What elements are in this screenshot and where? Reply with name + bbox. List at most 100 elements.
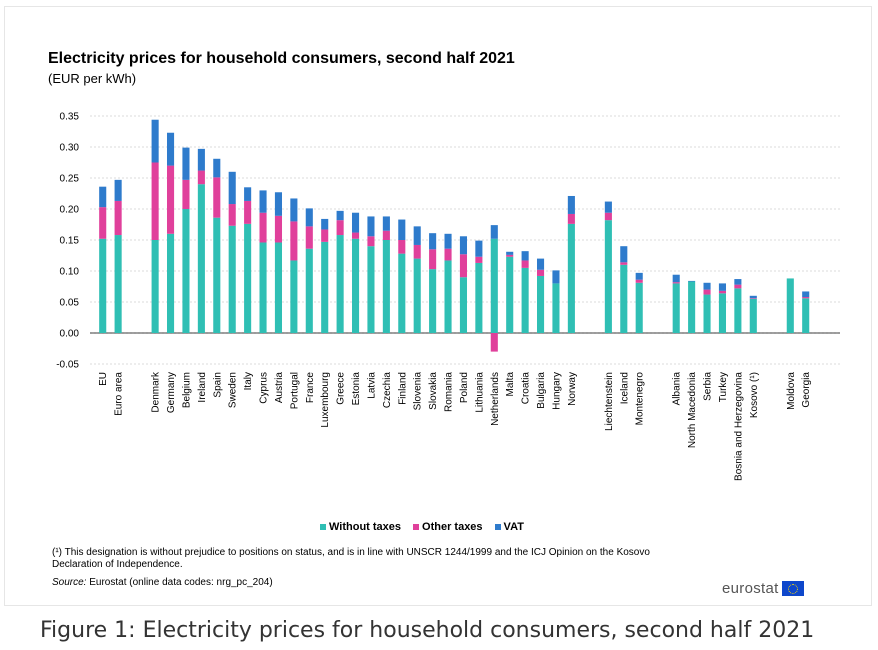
bar-segment-other-taxes xyxy=(604,212,612,221)
bar-segment-vat xyxy=(244,187,252,201)
x-tick-label: Belgium xyxy=(181,372,192,408)
bar-segment-vat xyxy=(490,225,498,239)
x-tick-label: Bulgaria xyxy=(536,372,547,409)
brand-text: eurostat xyxy=(722,580,779,597)
bar-segment-vat xyxy=(429,233,437,250)
bar-segment-without-taxes xyxy=(114,235,122,333)
x-tick-label: Liechtenstein xyxy=(604,372,615,431)
legend-item-without-taxes: Without taxes xyxy=(320,521,401,533)
bar-segment-other-taxes xyxy=(444,248,452,261)
bar-segment-without-taxes xyxy=(274,242,283,333)
x-tick-label: Montenegro xyxy=(635,372,646,426)
y-tick-label: -0.05 xyxy=(56,360,79,371)
bar-segment-without-taxes xyxy=(182,209,190,333)
bar-segment-other-taxes xyxy=(274,215,283,243)
x-tick-label: Bosnia and Herzegovina xyxy=(733,372,744,481)
bar-segment-other-taxes xyxy=(620,262,628,265)
x-tick-label: Latvia xyxy=(366,372,377,399)
bar-segment-vat xyxy=(620,246,628,263)
bar-segment-without-taxes xyxy=(367,246,375,333)
bar-segment-vat xyxy=(802,291,810,298)
bar-segment-without-taxes xyxy=(336,235,344,333)
bar-segment-without-taxes xyxy=(490,238,498,333)
bar-segment-without-taxes xyxy=(620,264,628,333)
bar-segment-without-taxes xyxy=(521,267,529,333)
bar-segment-vat xyxy=(213,158,221,178)
bar-segment-without-taxes xyxy=(718,293,727,333)
x-tick-label: Kosovo (¹) xyxy=(749,372,760,418)
bar-segment-vat xyxy=(749,295,757,299)
source-note: Source: Eurostat (online data codes: nrg… xyxy=(52,577,273,588)
bar-segment-vat xyxy=(475,240,483,257)
bar-segment-without-taxes xyxy=(213,217,221,333)
bar-segment-vat xyxy=(718,283,727,291)
footnote: (¹) This designation is without prejudic… xyxy=(52,547,650,570)
x-tick-label: Romania xyxy=(444,372,455,412)
bar-segment-without-taxes xyxy=(552,283,560,333)
bar-segment-other-taxes xyxy=(703,289,711,295)
source-text: Eurostat (online data codes: nrg_pc_204) xyxy=(86,577,273,588)
bar-segment-other-taxes xyxy=(367,236,375,247)
bar-segment-vat xyxy=(114,179,122,201)
bar-segment-without-taxes xyxy=(444,260,452,333)
bar-segment-without-taxes xyxy=(734,288,742,333)
legend-swatch-without-taxes xyxy=(320,524,326,530)
y-tick-label: 0.15 xyxy=(60,236,80,247)
bar-segment-other-taxes xyxy=(99,207,107,239)
bar-segment-vat xyxy=(536,258,545,270)
bar-segment-other-taxes xyxy=(567,213,575,224)
bar-segment-without-taxes xyxy=(459,277,468,333)
x-tick-label: Malta xyxy=(505,372,516,397)
bar-segment-other-taxes xyxy=(672,282,680,284)
bar-segment-vat xyxy=(151,119,159,163)
bar-segment-vat xyxy=(166,132,175,166)
bar-segment-without-taxes xyxy=(703,294,711,333)
bar-segment-without-taxes xyxy=(99,238,107,333)
bar-segment-vat xyxy=(351,212,360,233)
bar-segment-other-taxes xyxy=(506,254,514,257)
x-tick-label: Cyprus xyxy=(259,372,270,404)
bar-segment-vat xyxy=(688,280,696,282)
y-tick-label: 0.25 xyxy=(60,174,80,185)
bar-segment-vat xyxy=(99,186,107,208)
bar-segment-without-taxes xyxy=(166,233,175,333)
x-tick-label: North Macedonia xyxy=(687,372,698,449)
y-tick-label: 0.00 xyxy=(60,329,80,340)
x-tick-label: Denmark xyxy=(151,371,162,413)
x-tick-label: Turkey xyxy=(718,372,729,402)
bar-segment-without-taxes xyxy=(604,220,612,333)
bar-segment-without-taxes xyxy=(429,269,437,333)
chart-title: Electricity prices for household consume… xyxy=(48,50,515,67)
bar-segment-other-taxes xyxy=(802,297,810,299)
x-tick-label: Moldova xyxy=(786,372,797,410)
bar-segment-without-taxes xyxy=(382,240,390,333)
bar-segment-other-taxes xyxy=(321,229,329,242)
legend-swatch-vat xyxy=(494,524,501,530)
x-tick-label: Georgia xyxy=(801,372,812,408)
x-tick-label: Greece xyxy=(336,372,347,405)
bar-segment-vat xyxy=(367,216,375,237)
bar-segment-without-taxes xyxy=(305,248,313,333)
bar-segment-other-taxes xyxy=(536,269,545,276)
bar-segment-other-taxes xyxy=(244,200,252,224)
bar-segment-vat xyxy=(274,192,283,216)
bar-segment-without-taxes xyxy=(688,281,696,333)
bar-segment-vat xyxy=(672,274,680,283)
bar-segment-other-taxes xyxy=(749,298,757,299)
bar-segment-vat xyxy=(197,148,205,171)
bar-segment-without-taxes xyxy=(635,282,643,333)
bar-segment-other-taxes xyxy=(718,290,727,294)
bar-segment-without-taxes xyxy=(786,278,794,333)
bar-segment-without-taxes xyxy=(749,298,757,333)
x-tick-label: Luxembourg xyxy=(320,372,331,428)
bar-segment-other-taxes xyxy=(182,179,190,209)
bar-segment-other-taxes xyxy=(490,333,498,352)
x-tick-label: Poland xyxy=(459,372,470,403)
bar-segment-without-taxes xyxy=(151,240,159,333)
bar-segment-other-taxes xyxy=(151,162,159,240)
bar-segment-vat xyxy=(398,219,406,240)
x-tick-label: Portugal xyxy=(289,372,300,409)
bar-segment-vat xyxy=(635,272,643,280)
x-tick-label: Slovenia xyxy=(413,372,424,411)
bar-segment-without-taxes xyxy=(351,238,360,333)
